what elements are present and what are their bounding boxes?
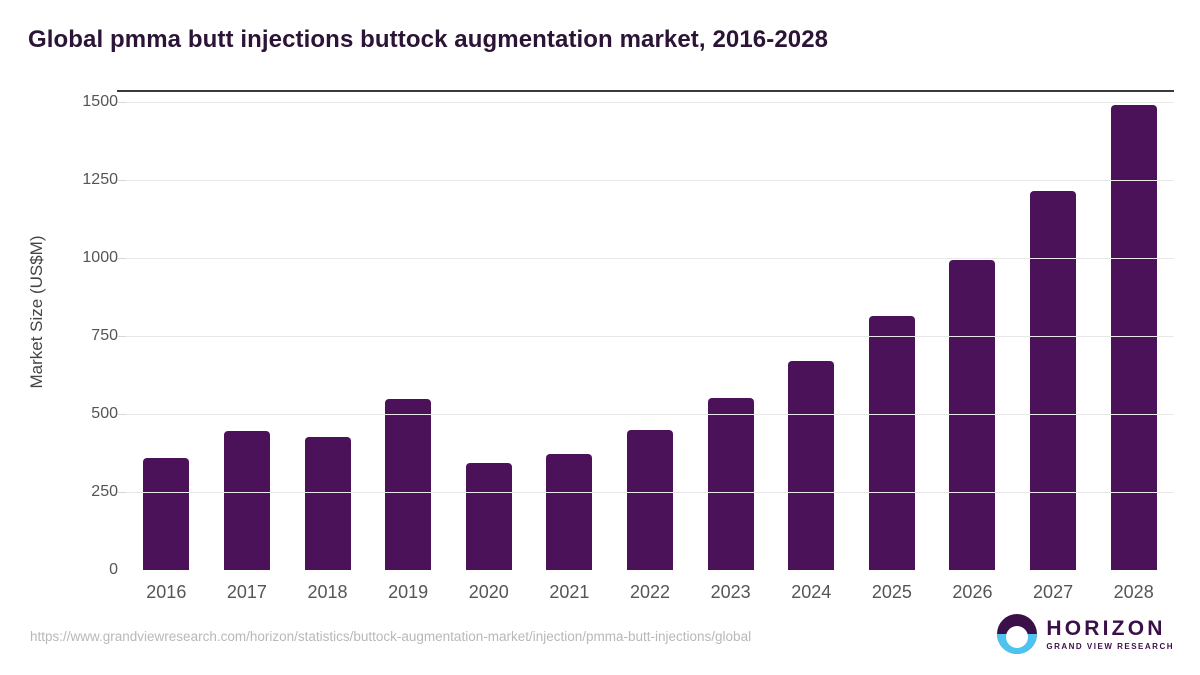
gridline <box>126 102 1174 103</box>
y-axis-tick-labels: 0 250 500 750 1000 1250 1500 <box>60 90 118 578</box>
x-axis-tick-label: 2017 <box>226 582 267 602</box>
horizon-logo[interactable]: HORIZON GRAND VIEW RESEARCH <box>997 614 1174 654</box>
y-axis-tick-mark <box>117 102 126 103</box>
y-axis-tick-mark <box>117 336 126 337</box>
logo-ray-3 <box>1013 645 1022 648</box>
y-axis-tick-label: 500 <box>91 405 118 422</box>
gridline <box>126 414 1174 415</box>
bar-2023[interactable] <box>707 398 754 570</box>
y-axis-tick-label: 1000 <box>82 249 118 266</box>
y-axis-title: Market Size (US$M) <box>27 235 46 389</box>
bar-2021[interactable] <box>546 453 593 570</box>
y-axis-tick-label: 250 <box>91 483 118 500</box>
logo-ray-2 <box>1011 641 1024 644</box>
bar-2020[interactable] <box>465 462 512 570</box>
x-axis-tick-label: 2025 <box>871 582 912 602</box>
bar-2017[interactable] <box>223 431 270 570</box>
x-axis-tick-label: 2016 <box>146 582 187 602</box>
logo-name: HORIZON <box>1046 616 1166 640</box>
bar-2024[interactable] <box>788 360 835 570</box>
bar-series <box>126 90 1174 570</box>
x-axis-tick-label: 2021 <box>549 582 590 602</box>
x-axis-tick-label: 2024 <box>791 582 832 602</box>
bar-2025[interactable] <box>868 315 915 570</box>
x-axis-tick-label: 2022 <box>629 582 671 602</box>
x-axis-line <box>117 90 1174 92</box>
bar-2018[interactable] <box>304 437 351 570</box>
gridline <box>126 180 1174 181</box>
y-axis-tick-label: 1500 <box>82 93 118 110</box>
sunset-circle-icon <box>997 614 1038 654</box>
gridline <box>126 492 1174 493</box>
source-url[interactable]: https://www.grandviewresearch.com/horizo… <box>30 629 752 644</box>
page-title: Global pmma butt injections buttock augm… <box>28 26 829 53</box>
y-axis-tick-mark <box>117 414 126 415</box>
grid-and-bars <box>117 90 1174 570</box>
plot-area: Market Size (US$M) 0 250 500 750 1000 1250 150… <box>0 90 1200 602</box>
y-axis-tick-mark <box>117 258 126 259</box>
bar-2027[interactable] <box>1030 190 1077 570</box>
gridline <box>126 258 1174 259</box>
y-axis-tick-label: 750 <box>91 327 118 344</box>
bar-2022[interactable] <box>627 429 673 570</box>
x-axis-tick-label: 2018 <box>307 582 348 602</box>
gridline <box>126 336 1174 337</box>
bar-2028[interactable] <box>1110 105 1157 570</box>
y-axis-tick-label: 1250 <box>82 171 118 188</box>
x-axis-tick-label: 2028 <box>1113 582 1154 602</box>
x-axis-tick-labels: 2016 2017 2018 2019 2020 2021 2022 2023 2024 2025… <box>126 574 1174 614</box>
y-axis-tick-label: 0 <box>109 561 118 578</box>
logo-wordmark: HORIZON GRAND VIEW RESEARCH <box>1046 618 1174 651</box>
logo-subtitle: GRAND VIEW RESEARCH <box>1046 641 1174 651</box>
x-axis-tick-label: 2020 <box>468 582 509 602</box>
y-axis-tick-mark <box>117 492 126 493</box>
bar-2019[interactable] <box>385 399 432 570</box>
x-axis-tick-label: 2023 <box>710 582 751 602</box>
logo-ray-1 <box>1008 638 1026 640</box>
bar-2016[interactable] <box>143 457 190 570</box>
x-axis-tick-label: 2027 <box>1033 582 1074 602</box>
x-axis-tick-label: 2019 <box>388 582 429 602</box>
x-axis-tick-label: 2026 <box>952 582 993 602</box>
y-axis-tick-mark <box>117 180 126 181</box>
